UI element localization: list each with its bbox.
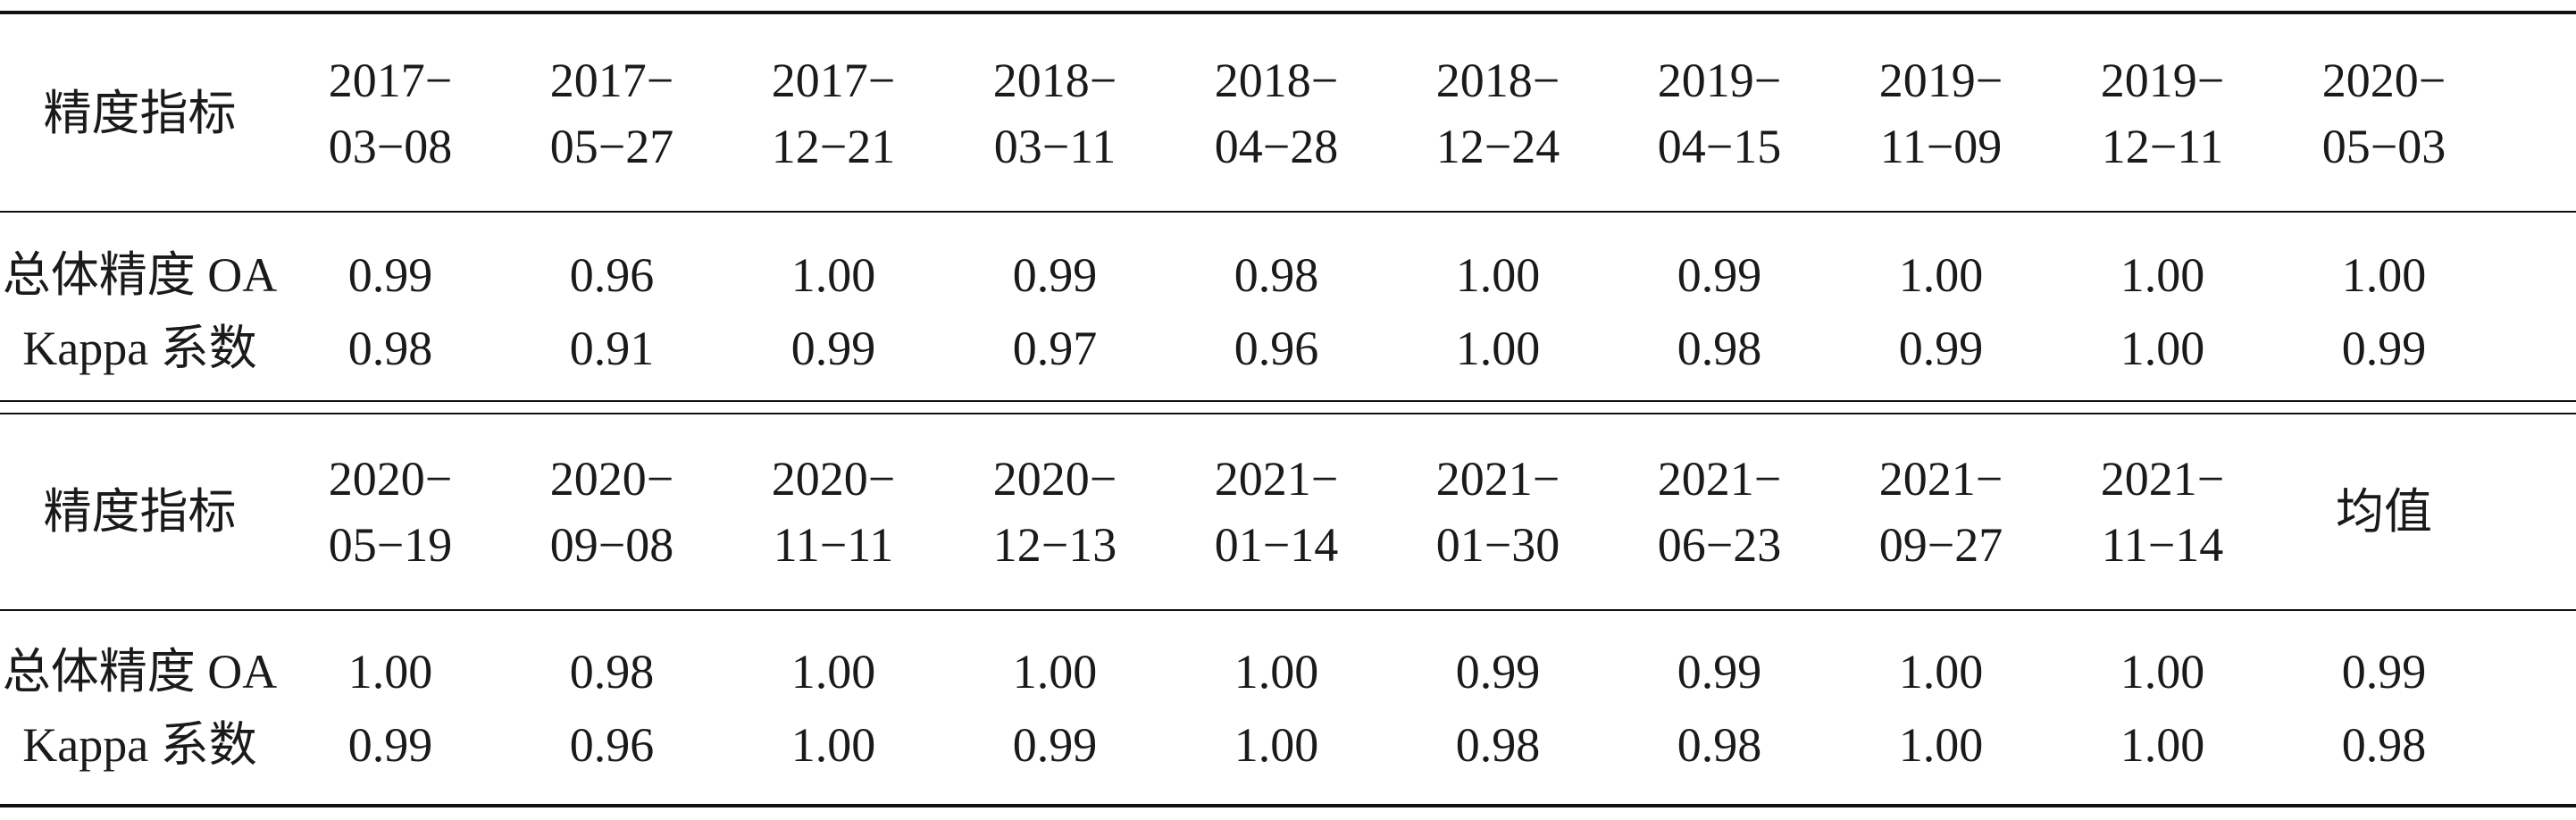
row-label: 总体精度 OA <box>2 645 278 699</box>
mean-header-cell: 均值 <box>2336 485 2432 539</box>
value-cell: 1.00 <box>1898 645 1984 699</box>
value-cell: 1.00 <box>1898 718 1984 772</box>
value-cell: 0.96 <box>1234 322 1319 375</box>
value-cell: 0.98 <box>2341 718 2427 772</box>
date-header-cell: 2018− 03−11 <box>992 54 1117 173</box>
value-cell: 1.00 <box>1898 248 1984 302</box>
value-cell: 0.91 <box>569 322 655 375</box>
value-cell: 1.00 <box>1455 248 1541 302</box>
date-header-cell: 2017− 12−21 <box>771 54 896 173</box>
value-cell: 0.98 <box>1234 248 1319 302</box>
date-header-cell: 2021− 11−14 <box>2100 452 2225 572</box>
value-cell: 0.99 <box>2341 322 2427 375</box>
value-cell: 0.99 <box>347 718 433 772</box>
value-cell: 1.00 <box>790 718 876 772</box>
row-label: Kappa 系数 <box>22 718 257 772</box>
value-cell: 0.99 <box>1677 645 1762 699</box>
date-header-cell: 2019− 04−15 <box>1657 54 1782 173</box>
value-cell: 1.00 <box>2341 248 2427 302</box>
table-top-rule <box>0 11 2576 14</box>
value-cell: 0.99 <box>1898 322 1984 375</box>
date-header-cell: 2020− 11−11 <box>771 452 896 572</box>
date-header-cell: 2017− 05−27 <box>549 54 674 173</box>
value-cell: 0.98 <box>569 645 655 699</box>
table1-header-rule <box>0 211 2576 213</box>
value-cell: 1.00 <box>2120 718 2205 772</box>
date-header-cell: 2017− 03−08 <box>328 54 453 173</box>
value-cell: 0.99 <box>790 322 876 375</box>
date-header-cell: 2018− 12−24 <box>1435 54 1560 173</box>
row-label: Kappa 系数 <box>22 322 257 375</box>
value-cell: 1.00 <box>1234 645 1319 699</box>
value-cell: 0.98 <box>347 322 433 375</box>
value-cell: 1.00 <box>790 645 876 699</box>
value-cell: 0.99 <box>1012 718 1098 772</box>
value-cell: 1.00 <box>2120 645 2205 699</box>
date-header-cell: 2021− 06−23 <box>1657 452 1782 572</box>
date-header-cell: 2020− 12−13 <box>992 452 1117 572</box>
value-cell: 0.99 <box>1012 248 1098 302</box>
date-header-cell: 2018− 04−28 <box>1214 54 1339 173</box>
value-cell: 1.00 <box>347 645 433 699</box>
date-header-cell: 2020− 05−19 <box>328 452 453 572</box>
table-header-row: 精度指标 2020− 05−19 2020− 09−08 2020− 11−11 20… <box>0 427 2576 597</box>
value-cell: 0.98 <box>1677 718 1762 772</box>
value-cell: 0.96 <box>569 718 655 772</box>
value-cell: 0.99 <box>1455 645 1541 699</box>
value-cell: 1.00 <box>2120 322 2205 375</box>
table-row: Kappa 系数 0.99 0.96 1.00 0.99 1.00 0.98 0… <box>0 709 2576 781</box>
date-header-cell: 2021− 01−30 <box>1435 452 1560 572</box>
value-cell: 0.98 <box>1455 718 1541 772</box>
date-header-cell: 2020− 05−03 <box>2321 54 2446 173</box>
date-header-cell: 2021− 01−14 <box>1214 452 1339 572</box>
date-header-cell: 2021− 09−27 <box>1878 452 2003 572</box>
table-double-rule-upper <box>0 400 2576 402</box>
value-cell: 0.99 <box>347 248 433 302</box>
value-cell: 0.97 <box>1012 322 1098 375</box>
value-cell: 1.00 <box>2120 248 2205 302</box>
date-header-cell: 2019− 11−09 <box>1878 54 2003 173</box>
value-cell: 1.00 <box>1012 645 1098 699</box>
row-label: 总体精度 OA <box>2 248 278 302</box>
header-label-cell: 精度指标 <box>43 485 237 539</box>
value-cell: 1.00 <box>790 248 876 302</box>
value-cell: 0.98 <box>1677 322 1762 375</box>
table-row: 总体精度 OA 0.99 0.96 1.00 0.99 0.98 1.00 0.… <box>0 239 2576 311</box>
value-cell: 1.00 <box>1234 718 1319 772</box>
table-double-rule-lower <box>0 413 2576 414</box>
table-row: 总体精度 OA 1.00 0.98 1.00 1.00 1.00 0.99 0.… <box>0 636 2576 707</box>
table-header-row: 精度指标 2017− 03−08 2017− 05−27 2017− 12−21 20… <box>0 29 2576 198</box>
header-label-cell: 精度指标 <box>43 87 237 140</box>
date-header-cell: 2020− 09−08 <box>549 452 674 572</box>
table-row: Kappa 系数 0.98 0.91 0.99 0.97 0.96 1.00 0… <box>0 313 2576 384</box>
value-cell: 0.96 <box>569 248 655 302</box>
table-bottom-rule <box>0 804 2576 807</box>
date-header-cell: 2019− 12−11 <box>2100 54 2225 173</box>
value-cell: 0.99 <box>2341 645 2427 699</box>
value-cell: 1.00 <box>1455 322 1541 375</box>
value-cell: 0.99 <box>1677 248 1762 302</box>
table2-header-rule <box>0 609 2576 611</box>
